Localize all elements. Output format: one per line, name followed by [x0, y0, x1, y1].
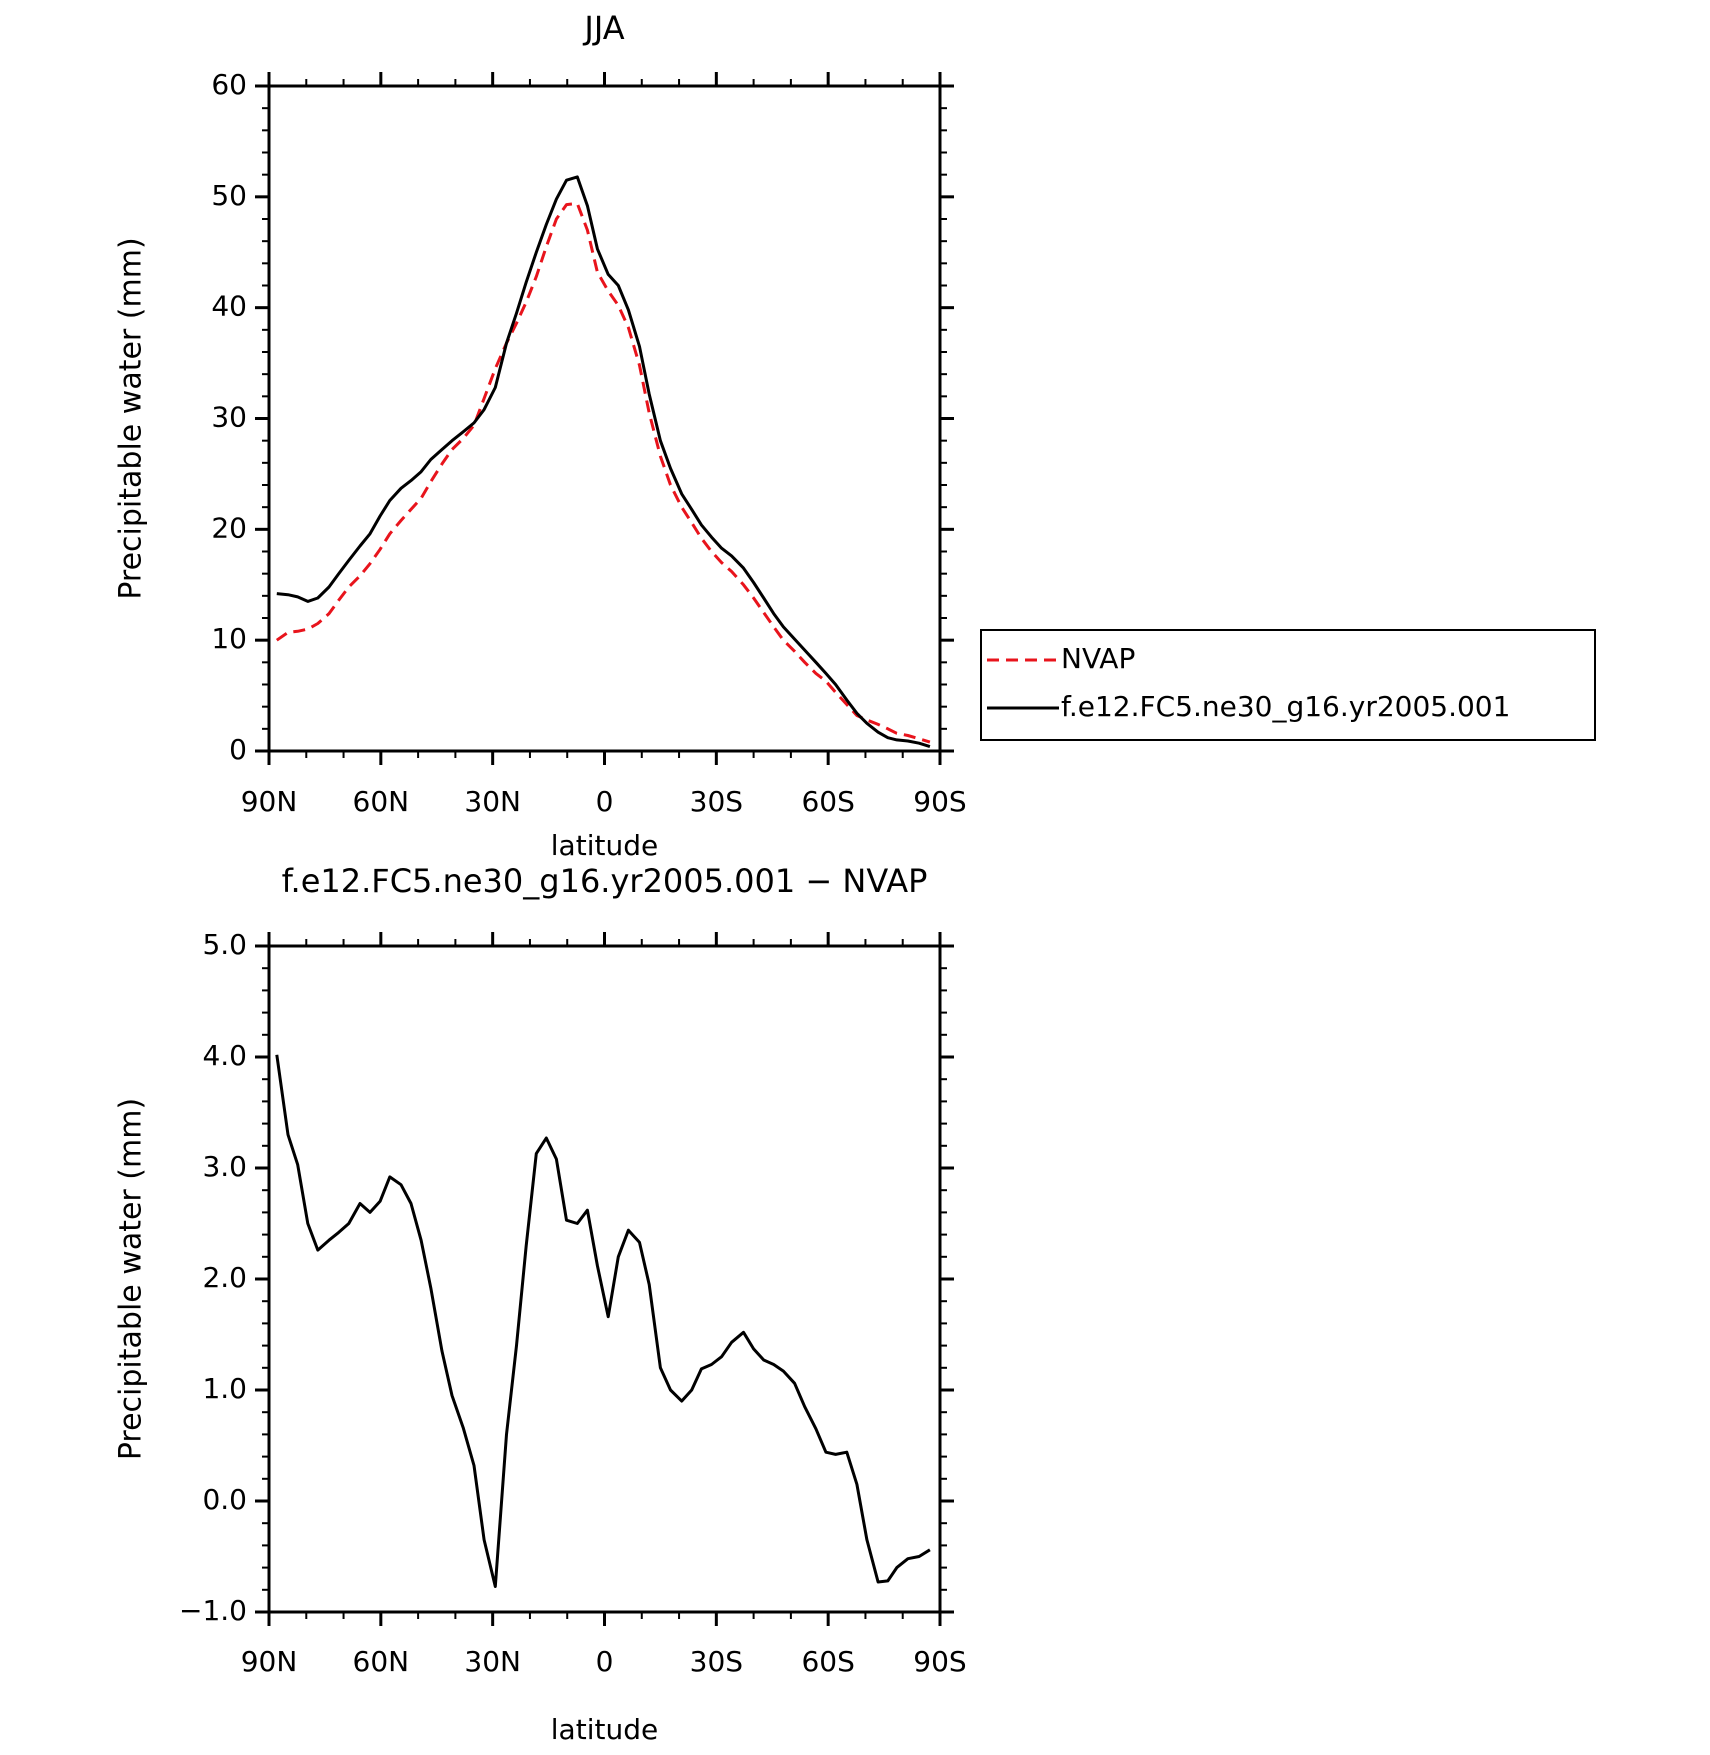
legend-label: f.e12.FC5.ne30_g16.yr2005.001	[1061, 690, 1510, 723]
y-tick-label: 0	[229, 733, 247, 766]
x-tick-label: 30S	[690, 785, 743, 818]
plot-frame	[267, 944, 942, 1614]
x-axis-label: latitude	[551, 829, 658, 862]
y-tick-label: 0.0	[202, 1483, 247, 1516]
x-tick-label: 30N	[464, 1645, 521, 1678]
data-line	[275, 1054, 931, 1588]
data-line	[276, 175, 931, 749]
x-tick-label: 60S	[801, 1645, 854, 1678]
y-tick-label: 5.0	[202, 928, 247, 961]
x-tick-label: 90S	[913, 1645, 966, 1678]
legend-label: NVAP	[1061, 642, 1135, 675]
data-line	[275, 202, 931, 744]
x-tick-label: 0	[596, 785, 614, 818]
y-tick-label: 10	[211, 622, 247, 655]
x-axis-label: latitude	[551, 1713, 658, 1746]
y-tick-label: 40	[211, 290, 247, 323]
y-tick-label: −1.0	[179, 1594, 247, 1627]
legend-box	[980, 629, 1596, 741]
y-tick-label: 50	[211, 179, 247, 212]
y-axis-label: Precipitable water (mm)	[114, 237, 149, 599]
x-tick-label: 60S	[801, 785, 854, 818]
x-tick-label: 60N	[353, 1645, 410, 1678]
y-tick-label: 2.0	[202, 1261, 247, 1294]
chart-title: f.e12.FC5.ne30_g16.yr2005.001 − NVAP	[282, 862, 928, 900]
y-axis-label: Precipitable water (mm)	[114, 1098, 149, 1460]
x-tick-label: 60N	[353, 785, 410, 818]
x-tick-label: 90N	[241, 785, 298, 818]
y-tick-label: 60	[211, 68, 247, 101]
plot-frame	[267, 84, 942, 753]
y-tick-label: 20	[211, 511, 247, 544]
x-tick-label: 0	[596, 1645, 614, 1678]
x-tick-label: 30S	[690, 1645, 743, 1678]
y-tick-label: 1.0	[202, 1372, 247, 1405]
y-tick-label: 3.0	[202, 1150, 247, 1183]
y-tick-label: 4.0	[202, 1039, 247, 1072]
x-tick-label: 30N	[464, 785, 521, 818]
x-tick-label: 90S	[913, 785, 966, 818]
chart-title: JJA	[582, 9, 624, 47]
y-tick-label: 30	[211, 401, 247, 434]
x-tick-label: 90N	[241, 1645, 298, 1678]
